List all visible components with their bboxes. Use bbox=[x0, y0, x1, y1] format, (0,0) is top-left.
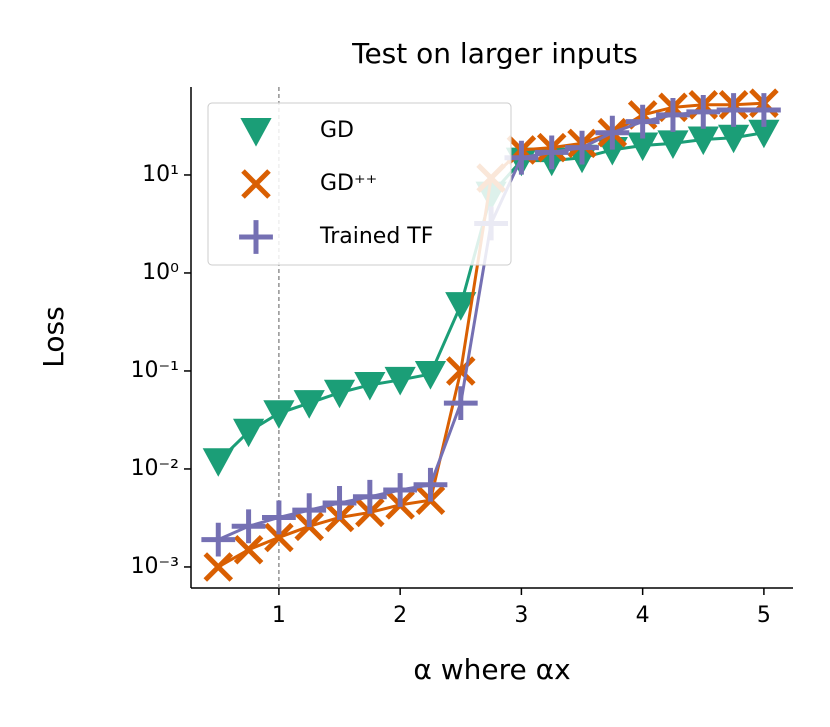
marker bbox=[203, 552, 234, 582]
marker bbox=[595, 115, 630, 150]
legend-label: Trained TF bbox=[319, 224, 433, 249]
marker bbox=[596, 136, 628, 166]
y-axis-label: Loss bbox=[37, 306, 70, 367]
marker bbox=[445, 292, 477, 321]
marker bbox=[748, 119, 780, 149]
marker bbox=[717, 124, 750, 154]
marker bbox=[263, 400, 295, 429]
marker bbox=[747, 93, 781, 127]
marker bbox=[383, 473, 418, 507]
y-tick-label: 10⁻¹ bbox=[131, 358, 179, 383]
marker bbox=[323, 379, 356, 409]
marker bbox=[264, 522, 294, 553]
legend-label: GD bbox=[320, 118, 354, 143]
marker bbox=[625, 104, 660, 139]
marker bbox=[354, 371, 386, 401]
marker bbox=[627, 132, 659, 162]
y-tick-label: 10⁻³ bbox=[131, 554, 179, 579]
marker bbox=[240, 118, 272, 147]
marker bbox=[202, 448, 234, 477]
y-tick-label: 10⁰ bbox=[142, 260, 179, 285]
y-tick-label: 10¹ bbox=[142, 162, 179, 187]
marker bbox=[231, 509, 266, 544]
x-tick-label: 5 bbox=[757, 603, 771, 628]
marker bbox=[656, 98, 690, 132]
marker bbox=[657, 130, 689, 159]
marker bbox=[534, 135, 569, 170]
legend-label: GD⁺⁺ bbox=[320, 171, 377, 196]
marker bbox=[446, 356, 476, 386]
y-tick-label: 10⁻² bbox=[131, 456, 179, 481]
marker bbox=[716, 93, 751, 127]
x-tick-label: 4 bbox=[636, 603, 650, 628]
marker bbox=[384, 366, 416, 396]
marker bbox=[413, 467, 448, 502]
marker bbox=[232, 418, 265, 448]
marker bbox=[352, 479, 387, 514]
marker bbox=[233, 534, 264, 565]
x-tick-label: 3 bbox=[514, 603, 528, 628]
marker bbox=[262, 500, 296, 535]
marker bbox=[239, 220, 273, 254]
marker bbox=[565, 130, 599, 165]
legend: GD GD⁺⁺ Trained TF bbox=[207, 102, 512, 266]
x-axis-label: α where αx bbox=[413, 653, 570, 686]
marker bbox=[443, 386, 478, 420]
marker bbox=[322, 486, 357, 520]
marker bbox=[687, 126, 719, 156]
x-tick-label: 2 bbox=[393, 603, 407, 628]
marker bbox=[414, 361, 447, 390]
legend-box bbox=[207, 102, 512, 266]
marker bbox=[292, 493, 327, 528]
marker bbox=[686, 95, 721, 129]
marker bbox=[241, 169, 271, 199]
marker bbox=[201, 522, 236, 557]
chart-title: Test on larger inputs bbox=[351, 37, 638, 70]
x-tick-label: 1 bbox=[272, 603, 286, 628]
marker bbox=[293, 390, 325, 419]
